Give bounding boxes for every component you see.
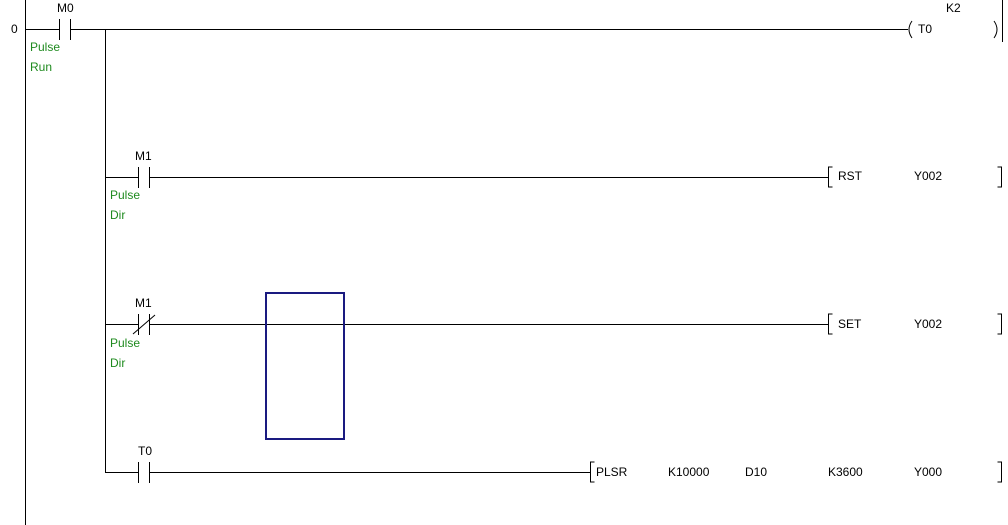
contact-device: M1 bbox=[135, 296, 152, 310]
contact-m0[interactable]: M0 Pulse Run bbox=[25, 1, 908, 74]
instruction-op: RST bbox=[838, 169, 863, 183]
instruction-plsr[interactable]: PLSR K10000 D10 K3600 Y000 bbox=[590, 461, 1002, 483]
instruction-operand: Y000 bbox=[914, 465, 942, 479]
device-comment: Pulse bbox=[110, 188, 140, 202]
instruction-operand: D10 bbox=[745, 465, 767, 479]
device-comment: Dir bbox=[110, 356, 125, 370]
instruction-set[interactable]: SET Y002 bbox=[828, 313, 1002, 335]
device-comment: Dir bbox=[110, 208, 125, 222]
instruction-op: PLSR bbox=[596, 465, 628, 479]
contact-device: T0 bbox=[138, 444, 152, 458]
contact-t0[interactable]: T0 bbox=[105, 444, 590, 483]
instruction-op: SET bbox=[838, 317, 862, 331]
instruction-operand: Y002 bbox=[914, 169, 942, 183]
instruction-operand: K10000 bbox=[668, 465, 710, 479]
contact-device: M1 bbox=[135, 149, 152, 163]
coil-device: T0 bbox=[918, 22, 932, 36]
coil-setting: K2 bbox=[946, 1, 961, 15]
step-number: 0 bbox=[11, 22, 18, 36]
editor-cursor[interactable] bbox=[265, 292, 345, 440]
contact-m1-nc[interactable]: M1 Pulse Dir bbox=[105, 296, 828, 370]
device-comment: Pulse bbox=[30, 40, 60, 54]
instruction-rst[interactable]: RST Y002 bbox=[828, 166, 1002, 188]
contact-m1-no[interactable]: M1 Pulse Dir bbox=[105, 149, 828, 222]
instruction-operand: Y002 bbox=[914, 317, 942, 331]
device-comment: Run bbox=[30, 60, 52, 74]
instruction-operand: K3600 bbox=[828, 465, 863, 479]
contact-device: M0 bbox=[57, 1, 74, 15]
coil-t0[interactable]: T0 K2 bbox=[908, 1, 998, 39]
device-comment: Pulse bbox=[110, 336, 140, 350]
